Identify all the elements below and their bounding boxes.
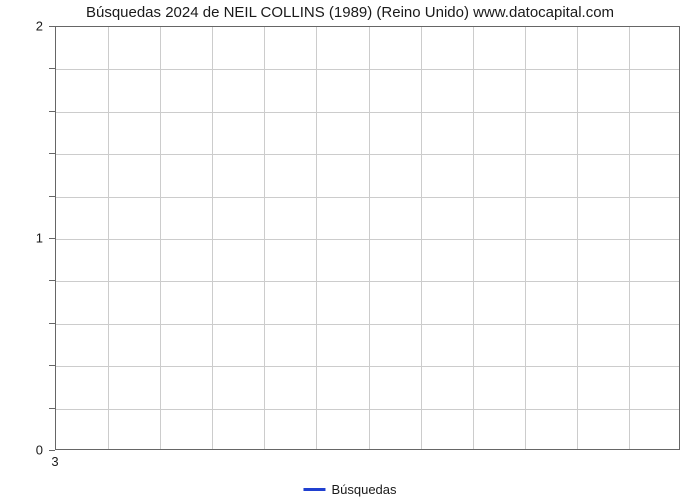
y-axis-label: 2 xyxy=(0,19,43,34)
gridline-horizontal xyxy=(56,112,679,113)
gridline-horizontal xyxy=(56,154,679,155)
gridline-vertical xyxy=(108,27,109,449)
gridline-vertical xyxy=(264,27,265,449)
y-tick xyxy=(49,111,55,112)
gridline-vertical xyxy=(525,27,526,449)
gridline-vertical xyxy=(212,27,213,449)
gridline-vertical xyxy=(421,27,422,449)
chart-plot-area xyxy=(55,26,680,450)
gridline-vertical xyxy=(160,27,161,449)
gridline-vertical xyxy=(577,27,578,449)
gridline-horizontal xyxy=(56,366,679,367)
y-axis-label: 0 xyxy=(0,443,43,458)
y-axis-label: 1 xyxy=(0,231,43,246)
gridline-horizontal xyxy=(56,324,679,325)
y-tick xyxy=(49,365,55,366)
x-axis-label: 3 xyxy=(51,454,58,469)
chart-legend: Búsquedas xyxy=(303,482,396,497)
legend-label: Búsquedas xyxy=(331,482,396,497)
y-tick xyxy=(49,238,55,239)
gridline-horizontal xyxy=(56,69,679,70)
gridline-vertical xyxy=(369,27,370,449)
y-tick xyxy=(49,68,55,69)
y-tick xyxy=(49,153,55,154)
gridline-horizontal xyxy=(56,409,679,410)
y-tick xyxy=(49,26,55,27)
gridline-vertical xyxy=(629,27,630,449)
y-tick xyxy=(49,323,55,324)
gridline-horizontal xyxy=(56,281,679,282)
gridline-horizontal xyxy=(56,239,679,240)
gridline-vertical xyxy=(473,27,474,449)
gridline-horizontal xyxy=(56,197,679,198)
y-tick xyxy=(49,196,55,197)
y-tick xyxy=(49,450,55,451)
y-tick xyxy=(49,408,55,409)
chart-title: Búsquedas 2024 de NEIL COLLINS (1989) (R… xyxy=(0,4,700,21)
legend-line-icon xyxy=(303,488,325,491)
y-tick xyxy=(49,280,55,281)
gridline-vertical xyxy=(316,27,317,449)
